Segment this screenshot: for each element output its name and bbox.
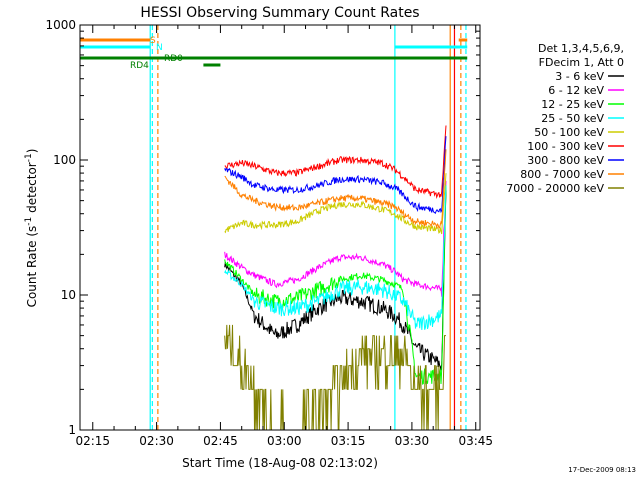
series-line-100-300-keV: [224, 125, 447, 200]
x-tick-label: 03:45: [458, 434, 493, 448]
legend-header: Det 1,3,4,5,6,9,: [538, 42, 624, 55]
flag-label-n: N: [156, 43, 163, 53]
legend-entry-label: 7000 - 20000 keV: [506, 182, 604, 195]
series-line-3-6-keV: [224, 189, 447, 371]
series-line-12-25-keV: [224, 185, 447, 385]
x-tick-label: 02:45: [203, 434, 238, 448]
plot-axes: 02:15 02:30 02:45 03:00 03:15 03:30 03:45 1 10 10…: [45, 18, 493, 448]
flag-label-rd4: RD4: [130, 61, 149, 71]
x-tick-label: 03:15: [331, 434, 366, 448]
legend-entry-label: 300 - 800 keV: [527, 154, 604, 167]
y-tick-label: 1: [68, 423, 76, 437]
chart-title: HESSI Observing Summary Count Rates: [140, 5, 419, 21]
legend-entry-label: 50 - 100 keV: [534, 126, 604, 139]
x-tick-label: 03:30: [395, 434, 430, 448]
y-tick-label: 10: [61, 288, 76, 302]
plot-frame: [79, 24, 481, 431]
legend-entry-label: 3 - 6 keV: [555, 70, 604, 83]
legend-entry-label: 100 - 300 keV: [527, 140, 604, 153]
series-line-50-100-keV: [224, 173, 447, 235]
legend-entry-label: 12 - 25 keV: [541, 98, 604, 111]
footer-timestamp: 17-Dec-2009 08:13: [568, 466, 636, 474]
series-line-25-50-keV: [224, 185, 447, 330]
x-tick-label: 03:00: [267, 434, 302, 448]
flag-label-rd0: RD0: [164, 54, 183, 64]
series-line-300-800-keV: [224, 136, 447, 215]
flag-label-s: S: [150, 36, 156, 46]
legend-entry-label: 800 - 7000 keV: [520, 168, 604, 181]
x-tick-label: 02:30: [139, 434, 174, 448]
y-tick-label: 1000: [45, 18, 76, 32]
legend: Det 1,3,4,5,6,9,FDecim 1, Att 03 - 6 keV…: [506, 42, 624, 195]
legend-header: FDecim 1, Att 0: [539, 56, 624, 69]
series-line-7000-20000-keV: [224, 324, 446, 431]
legend-entry-label: 25 - 50 keV: [541, 112, 604, 125]
x-tick-label: 02:15: [75, 434, 110, 448]
legend-entry-label: 6 - 12 keV: [548, 84, 604, 97]
series-line-6-12-keV: [224, 180, 447, 297]
y-tick-label: 100: [53, 153, 76, 167]
y-axis-label: Count Rate (s-1 detector-1): [24, 149, 39, 308]
x-axis-label: Start Time (18-Aug-08 02:13:02): [182, 456, 378, 470]
series-line-800-7000-keV: [224, 149, 447, 230]
